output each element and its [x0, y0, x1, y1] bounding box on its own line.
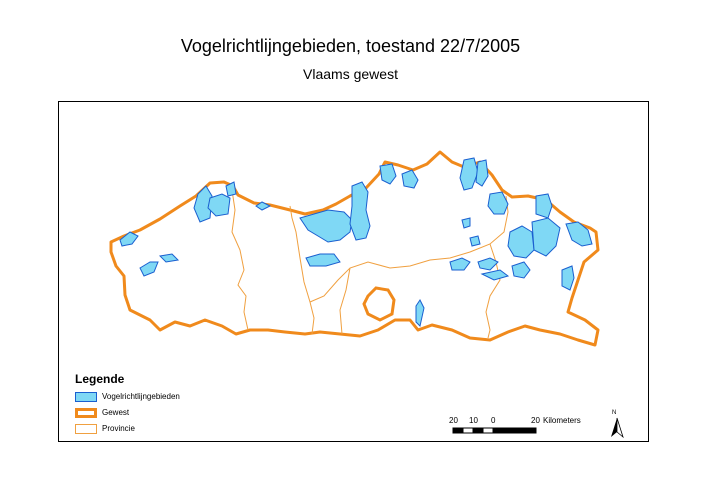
protected-area — [119, 231, 139, 247]
protected-area — [475, 159, 489, 187]
protected-area — [535, 193, 553, 219]
protected-area — [531, 217, 561, 257]
protected-area — [401, 169, 419, 189]
legend-label: Vogelrichtlijngebieden — [102, 392, 180, 401]
scale-tick-label: 0 — [491, 416, 496, 425]
protected-area — [158, 253, 180, 263]
map-title: Vogelrichtlijngebieden, toestand 22/7/20… — [180, 36, 521, 56]
province-boundary-west — [231, 189, 249, 331]
scale-tick-label: 10 — [469, 416, 478, 425]
province-boundary-center-west — [289, 205, 315, 335]
protected-area — [561, 265, 575, 291]
north-label: N — [612, 410, 617, 416]
protected-area — [449, 257, 471, 271]
province-boundary-brabant-east — [485, 243, 501, 339]
legend-label: Gewest — [102, 408, 130, 417]
province-boundary-brabant-north — [339, 267, 351, 335]
protected-area — [415, 299, 425, 327]
protected-area — [469, 235, 481, 247]
brussels-outline — [362, 286, 396, 322]
protected-area — [299, 209, 353, 243]
legend-label: Provincie — [102, 424, 135, 433]
protected-area — [487, 191, 509, 215]
protected-area — [480, 269, 510, 281]
legend-swatch-blue — [75, 392, 97, 402]
north-arrow-icon — [611, 417, 624, 439]
protected-area — [225, 181, 237, 197]
flanders-region-outline — [109, 150, 600, 347]
province-boundary-south — [309, 195, 509, 303]
protected-area — [193, 185, 213, 223]
protected-area — [461, 217, 471, 229]
protected-area — [459, 157, 479, 191]
scale-tick-label: 20 — [531, 416, 540, 425]
protected-area — [139, 261, 159, 277]
legend-swatch-region — [75, 408, 97, 418]
protected-area — [379, 163, 397, 185]
map-subtitle: Vlaams gewest — [303, 66, 398, 82]
legend-title: Legende — [75, 372, 125, 386]
protected-area — [207, 193, 231, 217]
protected-area — [565, 221, 593, 247]
bird-directive-areas — [119, 157, 593, 327]
legend-swatch-province — [75, 424, 97, 434]
protected-area — [511, 261, 531, 279]
map-frame — [58, 101, 649, 442]
protected-area — [477, 257, 499, 271]
protected-area — [255, 201, 272, 211]
protected-area — [507, 225, 535, 259]
scale-bar — [452, 427, 537, 434]
scale-tick-label: 20 — [449, 416, 458, 425]
protected-area — [305, 253, 341, 267]
scale-unit-label: Kilometers — [543, 416, 581, 425]
protected-area — [349, 181, 371, 241]
